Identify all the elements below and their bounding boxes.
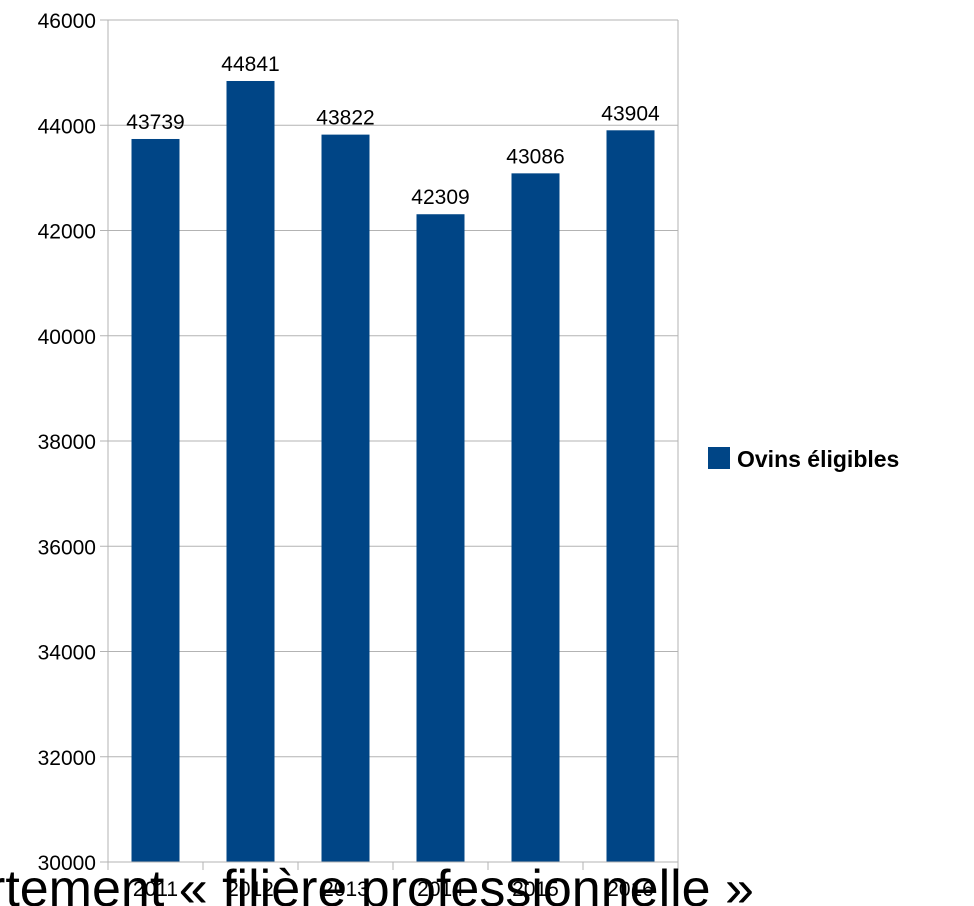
data-label: 43904	[601, 102, 660, 125]
data-label: 44841	[221, 53, 279, 76]
y-tick-label: 36000	[38, 536, 96, 559]
x-tick-label: 2012	[227, 878, 274, 901]
y-tick-label: 40000	[38, 326, 96, 349]
x-tick-labels: 2011 2012 2013 2014 2015 2016	[133, 878, 654, 901]
bar	[321, 134, 370, 862]
y-tick-label: 42000	[38, 221, 96, 244]
y-tick-label: 34000	[38, 642, 96, 665]
y-tick-label: 38000	[38, 431, 96, 454]
bar	[511, 173, 560, 862]
data-label: 43739	[126, 111, 184, 134]
y-tick-label: 46000	[38, 10, 96, 33]
bar	[416, 214, 465, 862]
legend-swatch	[708, 447, 730, 469]
y-tick-label: 44000	[38, 115, 96, 138]
data-label: 42309	[411, 186, 469, 209]
data-label: 43822	[316, 107, 374, 130]
axes	[107, 20, 679, 870]
gridlines	[100, 19, 679, 863]
x-tick-label: 2011	[133, 878, 178, 901]
bars-group	[131, 80, 655, 863]
x-tick-label: 2016	[607, 878, 654, 901]
x-tick-label: 2014	[417, 878, 464, 901]
bar	[131, 138, 180, 863]
legend-label: Ovins éligibles	[737, 446, 899, 472]
y-tick-label: 32000	[38, 747, 96, 770]
x-tick-label: 2013	[322, 878, 369, 901]
bar	[606, 130, 655, 862]
y-tick-labels: 30000 32000 34000 36000 38000 40000 42000 44000…	[38, 10, 96, 875]
legend: Ovins éligibles	[708, 446, 899, 472]
x-tick-label: 2015	[512, 878, 559, 901]
overlay-text: rtement « filière professionnelle »	[0, 860, 754, 906]
bar	[226, 80, 275, 863]
data-labels: 43739 44841 43822 42309 43086 43904	[126, 53, 660, 209]
y-tick-label: 30000	[38, 852, 96, 875]
data-label: 43086	[506, 145, 564, 168]
